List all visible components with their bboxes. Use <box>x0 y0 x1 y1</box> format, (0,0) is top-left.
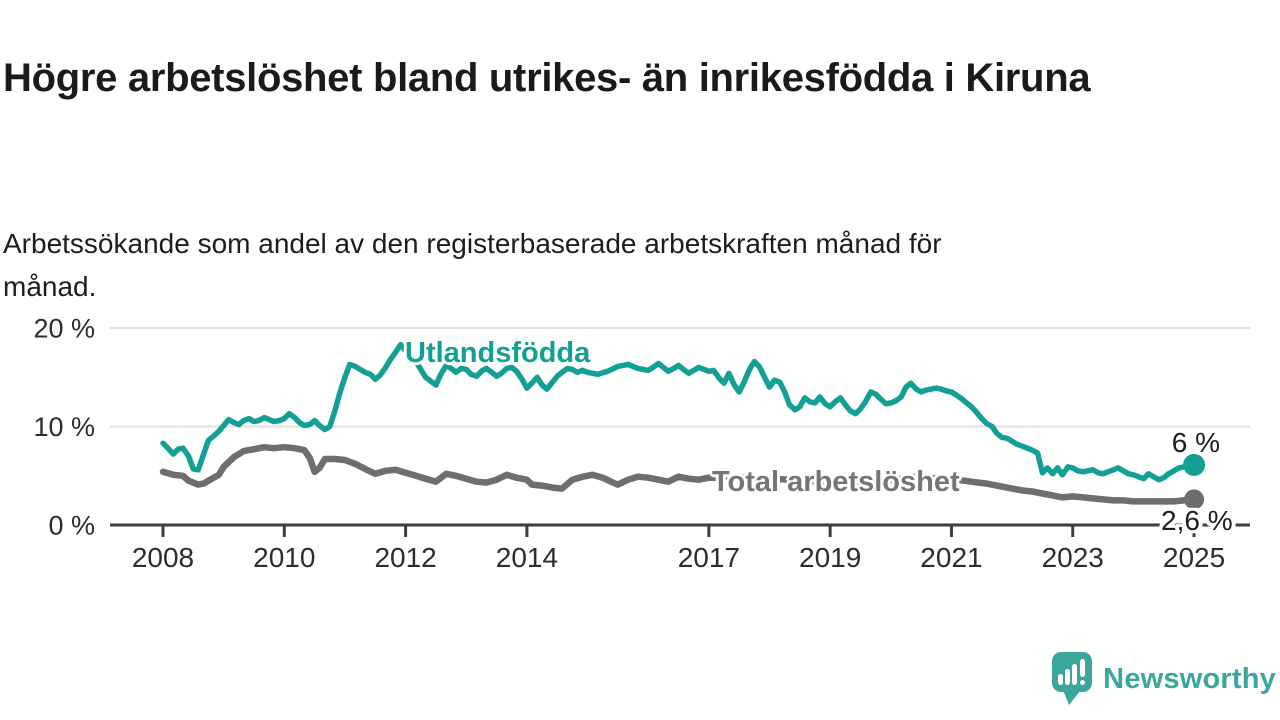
x-axis-label: 2010 <box>253 542 315 573</box>
end-value-total: 2,6 % <box>1161 505 1233 536</box>
x-axis-label: 2017 <box>678 542 740 573</box>
y-axis-label: 10 % <box>33 412 95 442</box>
y-axis-label: 20 % <box>33 313 95 343</box>
series-label-utlandsfodda: Utlandsfödda <box>405 337 591 369</box>
x-axis-label: 2014 <box>496 542 558 573</box>
series-line-utlandsfodda <box>160 341 1197 483</box>
x-axis-label: 2019 <box>799 542 861 573</box>
x-axis-label: 2023 <box>1042 542 1104 573</box>
brand-name: Newsworthy <box>1103 662 1276 695</box>
newsworthy-logo[interactable]: Newsworthy <box>1051 650 1276 708</box>
x-axis-label: 2008 <box>132 542 194 573</box>
chart-subtitle: Arbetssökande som andel av den registerb… <box>3 228 942 302</box>
x-axis-label: 2012 <box>374 542 436 573</box>
chart-title: Högre arbetslöshet bland utrikes- än inr… <box>3 55 1091 100</box>
end-dot-utlandsfodda <box>1183 453 1206 476</box>
series-label-total: Total arbetslöshet <box>712 466 960 498</box>
x-axis-label: 2025 <box>1163 542 1225 573</box>
series-line-total <box>159 443 1198 505</box>
x-axis-label: 2021 <box>920 542 982 573</box>
y-axis-label: 0 % <box>48 510 95 540</box>
end-value-utlandsfodda: 6 % <box>1171 427 1220 458</box>
end-dot-total <box>1184 489 1205 510</box>
newsworthy-bubble-chart-icon <box>1052 652 1093 705</box>
